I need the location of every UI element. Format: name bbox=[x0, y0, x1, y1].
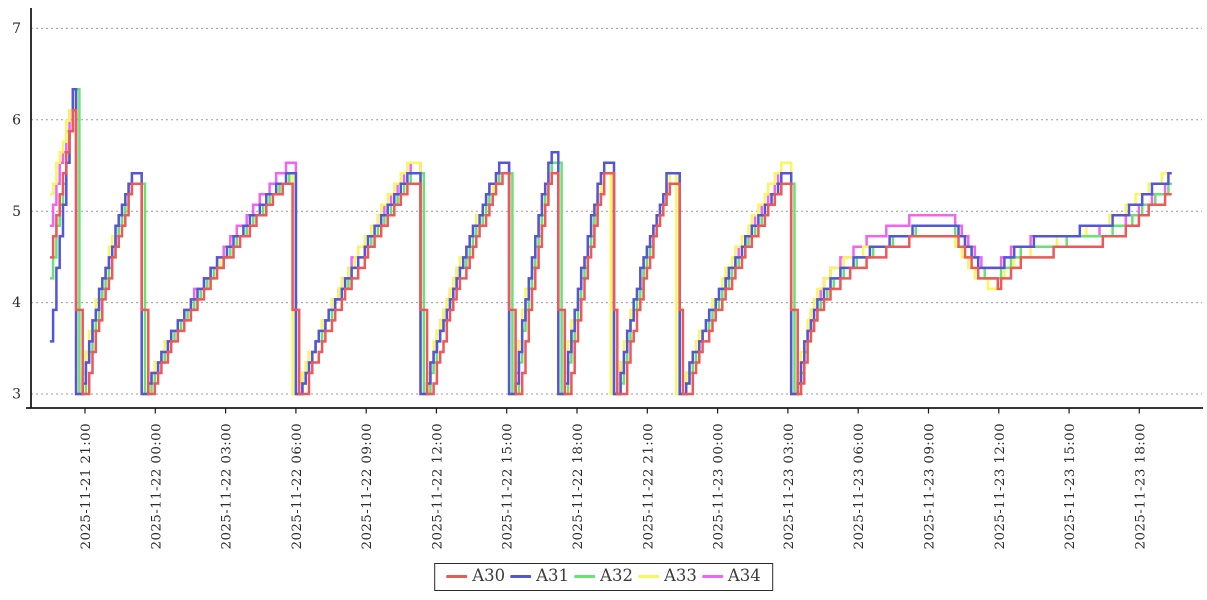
legend-item-a33: A33 bbox=[637, 566, 697, 585]
legend-swatch-a33 bbox=[637, 574, 659, 578]
x-tick-label: 2025-11-22 03:00 bbox=[220, 423, 235, 549]
legend-label-a30: A30 bbox=[472, 566, 506, 585]
axes bbox=[26, 8, 1203, 414]
y-tick-label: 6 bbox=[12, 112, 21, 128]
x-tick-label: 2025-11-23 03:00 bbox=[782, 423, 797, 549]
legend-label-a34: A34 bbox=[727, 566, 761, 585]
x-axis-labels: 2025-11-21 21:00 2025-11-22 00:00 2025-11-… bbox=[79, 423, 1148, 549]
x-tick-label: 2025-11-22 06:00 bbox=[290, 423, 305, 549]
legend-item-a32: A32 bbox=[574, 566, 633, 585]
x-tick-label: 2025-11-22 00:00 bbox=[149, 423, 164, 549]
x-tick-label: 2025-11-23 06:00 bbox=[852, 423, 867, 549]
y-tick-label: 7 bbox=[12, 21, 21, 37]
x-tick-label: 2025-11-23 09:00 bbox=[923, 423, 938, 549]
y-tick-label: 3 bbox=[12, 387, 21, 403]
x-tick-label: 2025-11-23 00:00 bbox=[712, 423, 727, 549]
series-line-A33 bbox=[49, 87, 1172, 396]
legend-label-a33: A33 bbox=[663, 566, 697, 585]
legend-item-a34: A34 bbox=[701, 566, 761, 585]
y-axis-labels: 3 4 5 6 7 bbox=[12, 21, 21, 403]
gridlines bbox=[31, 27, 1202, 395]
legend: A30 A31 A32 A33 A34 bbox=[433, 563, 774, 591]
series-lines bbox=[49, 87, 1172, 396]
legend-swatch-a31 bbox=[510, 574, 532, 578]
x-tick-label: 2025-11-23 18:00 bbox=[1133, 423, 1148, 549]
legend-swatch-a32 bbox=[574, 574, 596, 578]
legend-swatch-a30 bbox=[446, 574, 468, 578]
x-tick-label: 2025-11-22 18:00 bbox=[571, 423, 586, 549]
x-tick-label: 2025-11-22 21:00 bbox=[641, 423, 656, 549]
x-tick-label: 2025-11-22 12:00 bbox=[430, 423, 445, 549]
legend-label-a31: A31 bbox=[536, 566, 570, 585]
x-tick-label: 2025-11-23 15:00 bbox=[1063, 423, 1078, 549]
legend-item-a30: A30 bbox=[446, 566, 506, 585]
x-tick-label: 2025-11-21 21:00 bbox=[79, 423, 94, 549]
x-tick-label: 2025-11-23 12:00 bbox=[993, 423, 1008, 549]
y-tick-label: 5 bbox=[12, 204, 21, 220]
x-tick-label: 2025-11-22 15:00 bbox=[501, 423, 516, 549]
legend-item-a31: A31 bbox=[510, 566, 570, 585]
series-line-A30 bbox=[49, 108, 1172, 396]
legend-swatch-a34 bbox=[701, 574, 723, 578]
x-tick-label: 2025-11-22 09:00 bbox=[360, 423, 375, 549]
legend-label-a32: A32 bbox=[600, 566, 633, 585]
y-tick-label: 4 bbox=[12, 295, 21, 311]
